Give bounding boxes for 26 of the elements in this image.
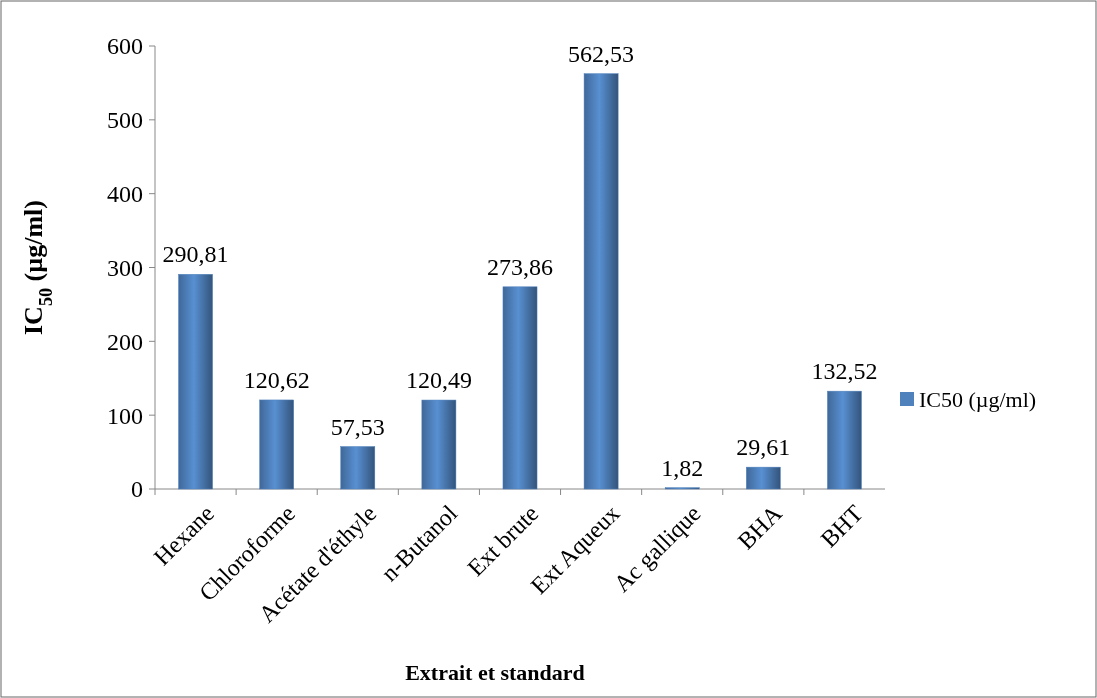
data-label: 57,53 [330,413,385,440]
data-label: 29,61 [736,434,791,461]
bar [502,286,538,490]
bar [583,73,619,490]
bar [827,390,862,490]
x-axis-title: Extrait et standard [405,660,585,685]
legend-label: IC50 (µg/ml) [919,386,1037,412]
y-tick-label: 300 [107,254,143,281]
y-tick-label: 600 [107,33,143,60]
y-tick-label: 400 [107,181,143,208]
data-label: 562,53 [568,40,635,67]
y-tick-label: 500 [107,107,143,134]
bar [340,446,376,490]
data-label: 120,49 [405,367,472,394]
bar [746,466,781,490]
y-tick-label: 100 [107,402,143,429]
data-label: 132,52 [811,358,878,385]
bar [259,399,294,490]
y-tick-label: 200 [107,328,143,355]
data-label: 120,62 [243,366,310,393]
y-tick-label: 0 [131,476,143,503]
bar [178,274,213,490]
bar [421,399,457,490]
data-label: 1,82 [661,454,704,481]
data-label: 290,81 [162,241,229,268]
data-label: 273,86 [487,253,553,280]
